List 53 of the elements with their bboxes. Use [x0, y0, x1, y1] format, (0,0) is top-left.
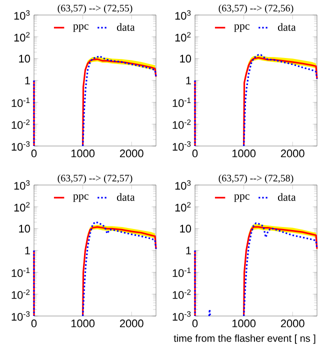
- x-tick-label: 2000: [120, 150, 144, 158]
- x-tick-label: 2000: [120, 320, 144, 328]
- y-tick-label: 10$^{2}$: [175, 202, 191, 212]
- chart-title: (63,57) --> (72,56): [218, 4, 294, 14]
- x-tick-label: 2000: [280, 320, 304, 328]
- chart-title: (63,57) --> (72,55): [58, 4, 132, 14]
- x-tick-label: 0: [192, 150, 198, 158]
- y-tick-label: 10: [19, 54, 30, 63]
- y-tick-label: 10$^{-1}$: [12, 268, 30, 278]
- y-tick-label: 10$^{3}$: [14, 180, 30, 190]
- x-tick-label: 1000: [71, 320, 95, 328]
- legend-label: ppc: [73, 194, 88, 202]
- y-tick-label: 10$^{-3}$: [12, 311, 30, 321]
- y-tick-label: 10$^{-1}$: [172, 268, 191, 278]
- y-tick-label: 10: [180, 54, 192, 63]
- y-tick-label: 1: [186, 246, 191, 254]
- x-tick-label: 0: [31, 320, 37, 328]
- legend-label: ppc: [73, 24, 88, 32]
- y-tick-label: 1: [25, 246, 30, 254]
- x-tick-label: 1000: [71, 150, 95, 158]
- legend-label: data: [116, 193, 135, 201]
- x-tick-label: 0: [31, 150, 37, 158]
- y-tick-label: 10$^{2}$: [14, 32, 30, 42]
- chart-title: (63,57) --> (72,58): [218, 174, 294, 184]
- y-tick-label: 10$^{-1}$: [12, 98, 30, 108]
- y-tick-label: 10$^{-1}$: [172, 98, 191, 108]
- legend-label: ppc: [234, 24, 250, 32]
- legend-label: ppc: [234, 194, 250, 202]
- x-tick-label: 2000: [280, 150, 304, 158]
- x-tick-label: 1000: [232, 150, 256, 158]
- y-tick-label: 10$^{-2}$: [12, 119, 30, 129]
- x-axis-title: time from the flasher event [ ns ]: [174, 334, 316, 344]
- y-tick-label: 10$^{2}$: [14, 202, 30, 212]
- y-tick-label: 10$^{-2}$: [172, 119, 191, 129]
- y-tick-label: 10$^{2}$: [175, 32, 191, 42]
- legend-label: data: [278, 193, 296, 201]
- x-tick-label: 0: [192, 320, 198, 328]
- y-tick-label: 10$^{3}$: [175, 180, 191, 190]
- y-tick-label: 10$^{-3}$: [172, 141, 191, 151]
- y-tick-label: 10$^{-3}$: [172, 311, 191, 321]
- legend-label: data: [278, 23, 296, 31]
- y-tick-label: 10$^{-3}$: [12, 141, 30, 151]
- y-tick-label: 10$^{-2}$: [12, 289, 30, 299]
- legend-label: data: [116, 23, 135, 31]
- y-tick-label: 10$^{3}$: [14, 10, 30, 20]
- y-tick-label: 10: [19, 224, 30, 233]
- y-tick-label: 1: [25, 76, 30, 84]
- x-tick-label: 1000: [232, 320, 256, 328]
- y-tick-label: 10$^{-2}$: [172, 289, 191, 299]
- y-tick-label: 10$^{3}$: [175, 10, 191, 20]
- y-tick-label: 1: [186, 76, 191, 84]
- chart-title: (63,57) --> (72,57): [58, 174, 132, 184]
- y-tick-label: 10: [180, 224, 192, 233]
